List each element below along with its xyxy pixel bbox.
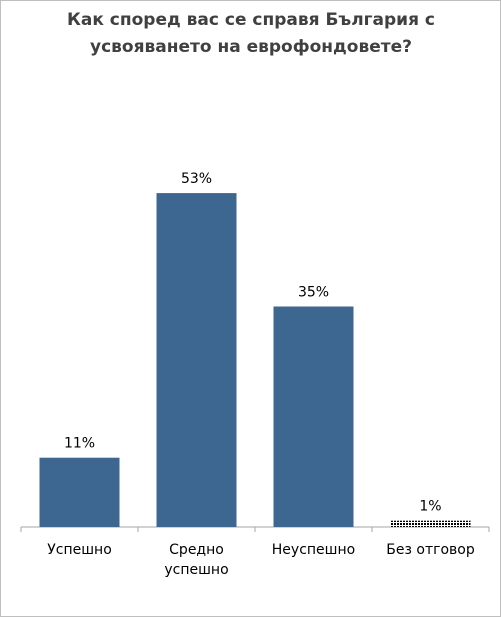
x-tick-label: Средно успешно — [164, 542, 229, 578]
data-label: 35% — [298, 285, 329, 301]
x-tick-label: Неуспешно — [271, 542, 356, 558]
data-label: 1% — [419, 499, 441, 515]
bar — [390, 520, 471, 527]
chart-title: Как според вас се справя България с усво… — [66, 10, 435, 57]
bar — [156, 193, 237, 527]
bar — [273, 306, 354, 527]
x-tick-label: Успешно — [47, 542, 112, 558]
bar — [39, 457, 120, 527]
data-label: 11% — [64, 436, 95, 452]
data-label: 53% — [181, 171, 212, 187]
x-tick-label: Без отговор — [386, 542, 475, 558]
